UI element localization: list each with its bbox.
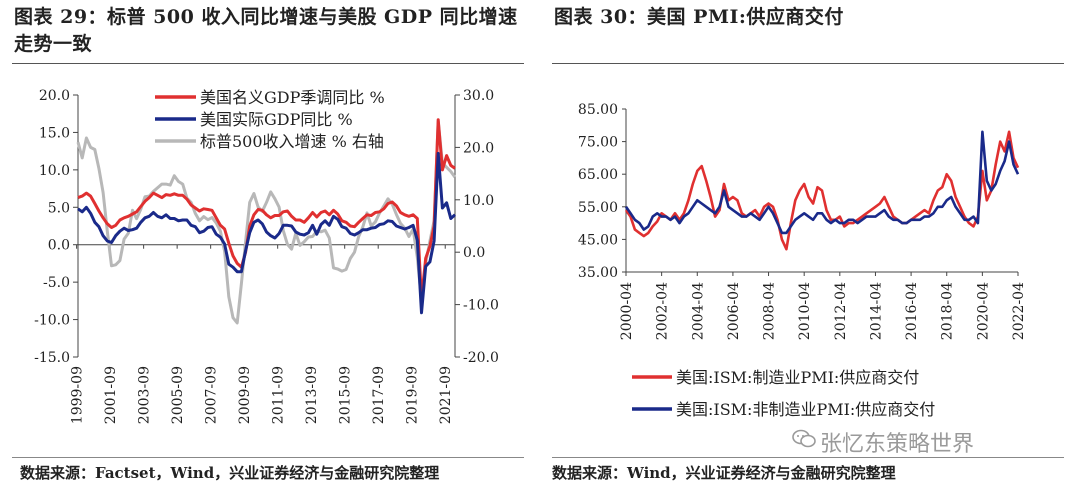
- left-y-tick-label: 10.0: [39, 163, 70, 179]
- right-y-tick-label: 30.0: [463, 88, 494, 104]
- left-title-rule: [12, 63, 524, 64]
- pmi-legend-label-1: 美国:ISM:制造业PMI:供应商交付: [676, 368, 919, 387]
- right-y-tick-label: -20.0: [463, 350, 499, 366]
- pmi-series-line-1: [624, 130, 1020, 251]
- left-y-tick-label: 5.0: [48, 200, 70, 216]
- legend-label-3: 标普500收入增速 % 右轴: [200, 132, 384, 151]
- right-chart-title: 图表 30：美国 PMI:供应商交付: [554, 6, 844, 28]
- series-line-2: [77, 151, 456, 315]
- x-tick-label: 2010-04: [797, 282, 813, 340]
- left-chart: 20.0 15.0 10.0 5.0 0.0 -5.0 -10.0 -15.0 30.0 20.0…: [34, 88, 499, 424]
- x-tick-label: 2020-04: [975, 282, 991, 340]
- y-tick-label: 45.00: [578, 232, 618, 248]
- x-tick-label: 2019-09: [405, 366, 421, 424]
- x-tick-label: 2006-04: [726, 282, 742, 340]
- y-tick-label: 65.00: [578, 167, 618, 183]
- pmi-legend-label-2: 美国:ISM:非制造业PMI:供应商交付: [676, 400, 935, 419]
- watermark-text: 张忆东策略世界: [820, 432, 975, 457]
- y-tick-label: 75.00: [578, 135, 618, 151]
- x-tick-label: 2003-09: [137, 366, 153, 424]
- x-tick-label: 2011-09: [271, 366, 287, 424]
- left-y-tick-label: 20.0: [39, 88, 70, 104]
- left-y-tick-label: 0.0: [48, 238, 70, 254]
- right-y-tick-label: 20.0: [463, 140, 494, 156]
- x-tick-label: 2018-04: [940, 282, 956, 340]
- x-tick-label: 2005-09: [170, 366, 186, 424]
- x-tick-label: 2017-09: [371, 366, 387, 424]
- left-y-tick-label: -10.0: [34, 313, 70, 329]
- x-tick-label: 2009-09: [237, 366, 253, 424]
- right-y-tick-label: 10.0: [463, 193, 494, 209]
- left-y-tick-label: -5.0: [43, 275, 70, 291]
- right-y-tick-label: 0.0: [463, 245, 485, 261]
- series-line-1: [77, 118, 456, 301]
- left-source-rule: [12, 457, 524, 458]
- right-source-rule: [552, 457, 1064, 458]
- legend-label-1: 美国名义GDP季调同比 %: [200, 88, 385, 107]
- y-tick-label: 85.00: [578, 102, 618, 118]
- pmi-series-line-2: [624, 130, 1020, 235]
- x-tick-label: 2012-04: [833, 282, 849, 340]
- x-tick-label: 2008-04: [762, 282, 778, 340]
- x-tick-label: 1999-09: [70, 366, 86, 424]
- x-tick-label: 2000-04: [619, 282, 635, 340]
- x-tick-label: 2004-04: [690, 282, 706, 340]
- y-tick-label: 35.00: [578, 265, 618, 281]
- left-y-tick-label: -15.0: [34, 350, 70, 366]
- left-source-note: 数据来源：Factset，Wind，兴业证券经济与金融研究院整理: [20, 464, 440, 482]
- x-tick-label: 2016-04: [904, 282, 920, 340]
- x-tick-label: 2007-09: [204, 366, 220, 424]
- right-y-tick-label: -10.0: [463, 298, 499, 314]
- x-tick-label: 2002-04: [655, 282, 671, 340]
- x-tick-label: 2022-04: [1011, 282, 1027, 340]
- left-y-tick-label: 15.0: [39, 125, 70, 141]
- y-tick-label: 55.00: [578, 200, 618, 216]
- wechat-icon: [792, 429, 816, 448]
- right-source-note: 数据来源：Wind，兴业证券经济与金融研究院整理: [552, 464, 896, 482]
- right-title-rule: [552, 63, 1064, 64]
- x-tick-label: 2015-09: [338, 366, 354, 424]
- legend-label-2: 美国实际GDP同比 %: [200, 110, 353, 129]
- left-chart-title: 图表 29：标普 500 收入同比增速与美股 GDP 同比增速走势一致: [14, 6, 518, 55]
- x-tick-label: 2001-09: [103, 366, 119, 424]
- x-tick-label: 2021-09: [438, 366, 454, 424]
- x-tick-label: 2014-04: [868, 282, 884, 340]
- series-line-3: [76, 119, 457, 325]
- x-tick-label: 2013-09: [304, 366, 320, 424]
